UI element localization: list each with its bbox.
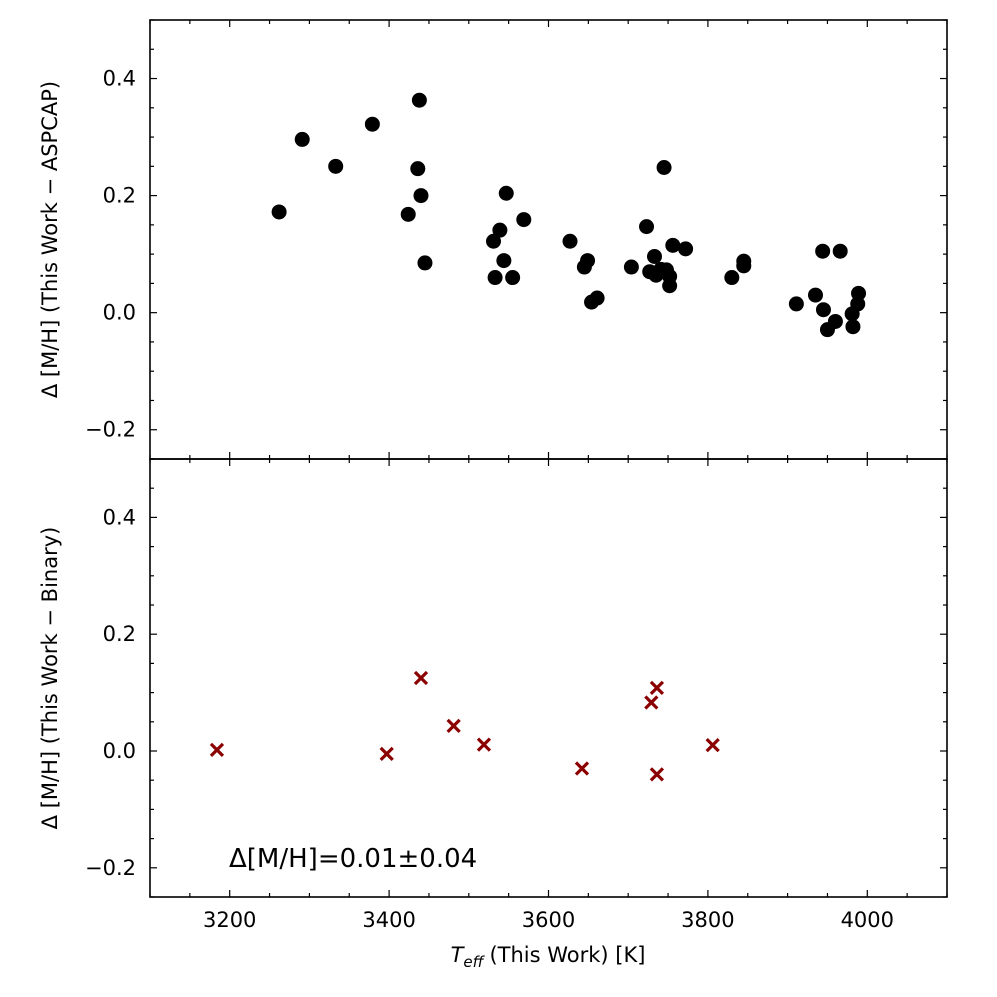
data-point <box>294 131 310 147</box>
data-point <box>496 253 512 269</box>
x-tick-label: 3400 <box>362 908 415 932</box>
data-point <box>328 158 344 174</box>
data-point <box>516 212 532 228</box>
y-tick-label: 0.4 <box>103 505 136 529</box>
data-point <box>788 296 804 312</box>
data-point <box>827 313 843 329</box>
x-axis-label-subscript: eff <box>463 953 485 971</box>
data-point <box>379 746 394 762</box>
x-tick-label: 3200 <box>203 908 256 932</box>
data-point <box>411 92 427 108</box>
data-point <box>505 270 521 286</box>
y-axis-label: Δ [M/H] (This Work − Binary) <box>38 527 62 830</box>
data-point <box>562 233 578 249</box>
data-point <box>417 255 433 271</box>
x-axis-label-text: (This Work) [K] <box>489 943 645 967</box>
y-tick-label: 0.2 <box>103 184 136 208</box>
data-point <box>574 761 590 776</box>
x-axis-label-symbol: T <box>451 943 466 967</box>
data-point <box>400 206 416 222</box>
data-point <box>486 233 502 249</box>
y-tick-label: 0.0 <box>103 739 136 763</box>
data-point <box>678 241 694 257</box>
data-point <box>580 253 596 269</box>
data-point <box>209 742 225 757</box>
data-point <box>736 253 752 269</box>
y-tick-label: 0.0 <box>103 301 136 325</box>
data-point <box>662 278 678 294</box>
data-point <box>807 287 823 303</box>
data-point <box>413 670 429 686</box>
x-axis-label: Teff (This Work) [K] <box>451 943 646 971</box>
y-tick-label: −0.2 <box>85 418 136 442</box>
data-point <box>705 738 720 753</box>
plot-frame <box>149 19 948 460</box>
top-panel: −0.2 0.0 0.2 0.4 Δ [M/H] (This Work − ASPCAP… <box>38 19 948 460</box>
bottom-panel: −0.2 0.0 0.2 0.4 3200 3400 3600 3800 4000 Δ [M/H]… <box>38 458 948 932</box>
data-point <box>487 270 503 286</box>
x-tick-label: 3800 <box>681 908 734 932</box>
data-point <box>649 767 665 782</box>
y-tick-label: 0.2 <box>103 622 136 646</box>
x-tick-label: 4000 <box>841 908 894 932</box>
data-point <box>644 695 659 710</box>
data-point <box>413 188 429 204</box>
data-point <box>476 737 492 752</box>
data-point <box>446 718 461 734</box>
data-point <box>271 204 287 220</box>
data-point <box>724 270 740 286</box>
data-point <box>589 290 605 306</box>
x-tick-label: 3600 <box>522 908 575 932</box>
y-axis-label: Δ [M/H] (This Work − ASPCAP) <box>38 81 62 398</box>
data-point <box>815 243 831 259</box>
stats-annotation: Δ[M/H]=0.01±0.04 <box>229 844 477 874</box>
data-point <box>851 285 867 301</box>
y-tick-label: 0.4 <box>103 67 136 91</box>
data-point <box>647 248 663 264</box>
data-point <box>649 680 665 696</box>
data-point <box>364 116 380 132</box>
data-point <box>665 237 681 253</box>
data-point <box>832 243 848 259</box>
data-point <box>656 160 672 176</box>
data-point <box>845 319 861 335</box>
data-point <box>498 185 514 201</box>
plot-frame <box>149 458 948 898</box>
data-point <box>815 302 831 318</box>
data-point <box>623 259 639 275</box>
data-point <box>492 222 508 238</box>
data-point <box>639 219 655 235</box>
data-point <box>410 161 426 177</box>
y-tick-label: −0.2 <box>85 856 136 880</box>
